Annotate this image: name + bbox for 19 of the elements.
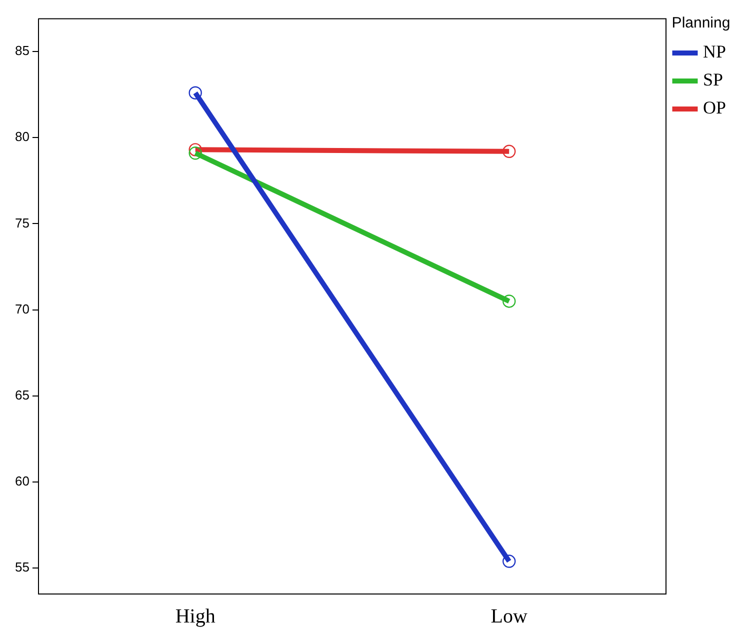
legend-label: SP bbox=[702, 70, 724, 90]
y-tick-label: 60 bbox=[14, 474, 30, 489]
legend-title: Planning bbox=[672, 14, 730, 32]
y-tick-label: 65 bbox=[14, 388, 30, 403]
y-tick-label: 75 bbox=[14, 215, 30, 230]
y-tick-label: 70 bbox=[14, 301, 30, 316]
legend-label: OP bbox=[702, 98, 726, 118]
point bbox=[188, 86, 202, 100]
x-tick-label: Low bbox=[490, 605, 528, 628]
point bbox=[188, 143, 202, 156]
y-tick-label: 85 bbox=[14, 43, 30, 58]
point bbox=[188, 146, 202, 160]
y-tick-label: 80 bbox=[14, 129, 30, 144]
y-tick-label: 55 bbox=[14, 560, 30, 575]
point bbox=[502, 294, 516, 308]
point bbox=[502, 554, 516, 568]
x-tick-label: High bbox=[175, 605, 216, 628]
legend-label: NP bbox=[702, 42, 726, 62]
point bbox=[502, 144, 516, 158]
